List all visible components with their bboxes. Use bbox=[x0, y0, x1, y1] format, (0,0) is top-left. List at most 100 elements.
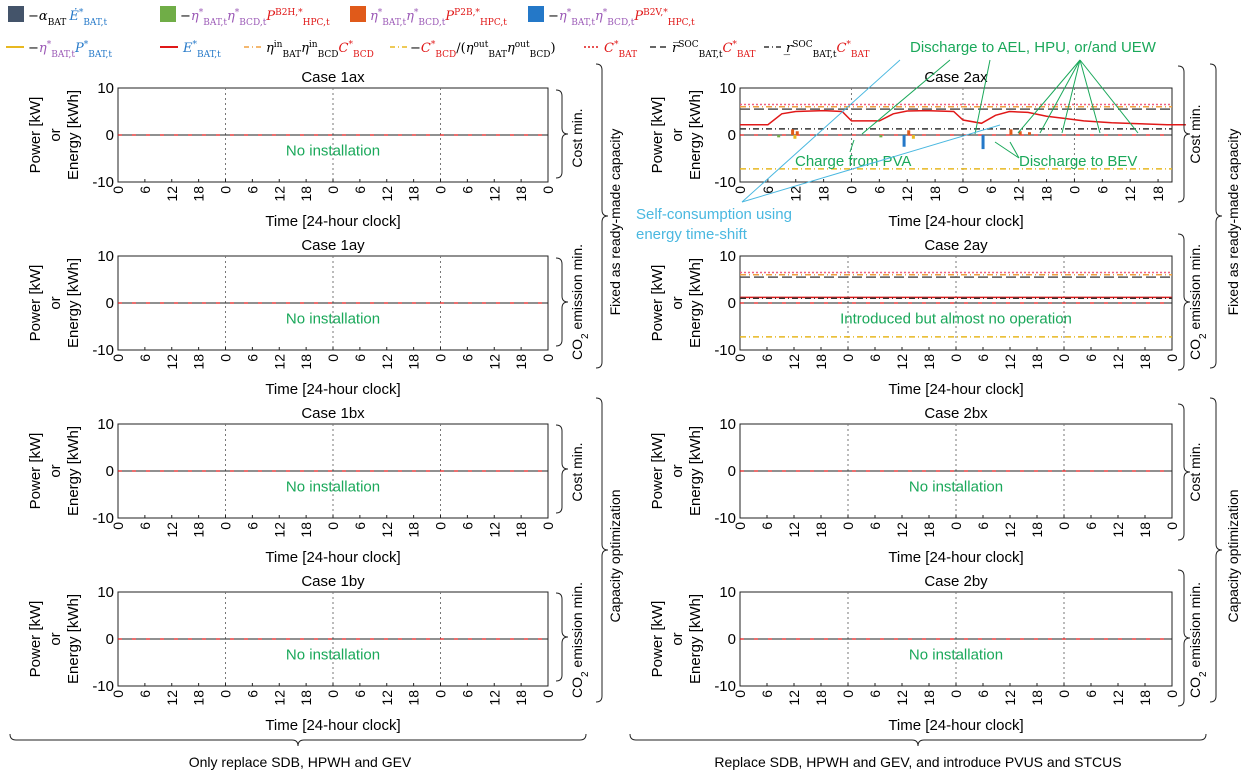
y-tick-label: 10 bbox=[97, 584, 114, 601]
legend-text: BCD,t bbox=[239, 18, 266, 28]
annotation-arrows-uew bbox=[861, 59, 1139, 135]
x-tick-label: 18 bbox=[1029, 354, 1045, 370]
y-axis-label: or bbox=[669, 464, 686, 477]
legend-text: r̲ bbox=[783, 41, 793, 56]
annotation-discharge-bev: Discharge to BEV bbox=[1019, 153, 1137, 170]
x-tick-label: 6 bbox=[244, 186, 260, 194]
legend-swatch-blue bbox=[528, 6, 544, 22]
x-tick-label: 12 bbox=[379, 522, 395, 538]
legend-text: η bbox=[39, 41, 47, 56]
x-tick-label: 0 bbox=[732, 690, 748, 698]
legend-text: − bbox=[28, 9, 39, 24]
legend-text: * bbox=[47, 40, 52, 50]
side-label-fixed-right: Fixed as ready-made capacity bbox=[1225, 129, 1241, 316]
x-tick-label: 18 bbox=[816, 186, 832, 202]
bar bbox=[777, 135, 781, 138]
x-tick-label: 18 bbox=[406, 354, 422, 370]
legend-text: η bbox=[266, 41, 274, 56]
x-tick-label: 0 bbox=[840, 690, 856, 698]
x-tick-label: 12 bbox=[1002, 354, 1018, 370]
x-tick-label: 0 bbox=[325, 690, 341, 698]
x-tick-label: 12 bbox=[1110, 522, 1126, 538]
x-tick-label: 18 bbox=[813, 522, 829, 538]
x-tick-label: 0 bbox=[1056, 354, 1072, 362]
x-tick-label: 12 bbox=[786, 522, 802, 538]
x-axis-label: Time [24-hour clock] bbox=[888, 717, 1023, 734]
x-tick-label: 6 bbox=[1083, 690, 1099, 698]
bar bbox=[981, 135, 985, 150]
legend-text: BCD bbox=[353, 50, 374, 60]
x-tick-label: 0 bbox=[325, 522, 341, 530]
x-tick-label: 6 bbox=[975, 690, 991, 698]
x-tick-label: 12 bbox=[899, 186, 915, 202]
y-tick-label: -10 bbox=[92, 678, 114, 695]
x-tick-label: 0 bbox=[540, 690, 556, 698]
y-axis-label: Power [kW] bbox=[27, 433, 44, 510]
legend-text: BAT,t bbox=[571, 18, 595, 28]
legend-text: * bbox=[79, 8, 84, 18]
x-axis-label: Time [24-hour clock] bbox=[265, 213, 400, 230]
x-tick-label: 12 bbox=[271, 522, 287, 538]
x-tick-label: 18 bbox=[813, 690, 829, 706]
x-tick-label: 0 bbox=[110, 354, 126, 362]
legend-entry-blue: −η*BAT,tη*BCD,tPB2V,*HPC,t bbox=[528, 6, 695, 28]
x-tick-label: 18 bbox=[1039, 186, 1055, 202]
x-axis-label: Time [24-hour clock] bbox=[888, 213, 1023, 230]
annotation-charge-pva: Charge from PVA bbox=[795, 153, 911, 170]
x-tick-label: 18 bbox=[298, 690, 314, 706]
svg-text:r̅SOCBAT,tC*BAT: r̅SOCBAT,tC*BAT bbox=[672, 40, 756, 60]
legend-text: HPC,t bbox=[480, 18, 507, 28]
legend-text: η bbox=[507, 41, 515, 56]
x-tick-label: 6 bbox=[352, 354, 368, 362]
legend-text: BCD,t bbox=[418, 18, 445, 28]
legend-text: ) bbox=[551, 41, 556, 56]
y-axis-label: or bbox=[47, 296, 64, 309]
x-tick-label: 18 bbox=[513, 690, 529, 706]
x-tick-label: 18 bbox=[1029, 690, 1045, 706]
x-tick-label: 0 bbox=[433, 522, 449, 530]
y-axis-label: Power [kW] bbox=[649, 265, 666, 342]
legend-text: P bbox=[444, 9, 454, 24]
brace bbox=[595, 397, 609, 703]
side-label-co2-2b: CO2 emission min. bbox=[1187, 582, 1209, 698]
x-tick-label: 18 bbox=[921, 354, 937, 370]
legend-text: η bbox=[406, 9, 414, 24]
x-tick-label: 6 bbox=[137, 186, 153, 194]
side-labels-left: Cost min. CO2 emission min. Fixed as rea… bbox=[555, 63, 623, 703]
x-tick-label: 0 bbox=[1164, 522, 1180, 530]
brace bbox=[1177, 65, 1191, 203]
legend-text: η bbox=[370, 9, 378, 24]
x-tick-label: 6 bbox=[760, 186, 776, 194]
side-label-cost-1a: Cost min. bbox=[569, 108, 585, 167]
x-tick-label: 18 bbox=[298, 522, 314, 538]
x-tick-label: 6 bbox=[244, 522, 260, 530]
y-tick-label: 10 bbox=[97, 416, 114, 433]
x-tick-label: 6 bbox=[871, 186, 887, 194]
y-tick-label: -10 bbox=[92, 342, 114, 359]
y-axis-label: Energy [kWh] bbox=[687, 258, 704, 348]
legend-text: η bbox=[227, 9, 235, 24]
x-tick-label: 18 bbox=[406, 522, 422, 538]
legend-text: * bbox=[235, 8, 240, 18]
x-tick-label: 0 bbox=[732, 186, 748, 194]
x-tick-label: 18 bbox=[513, 186, 529, 202]
x-tick-label: 12 bbox=[486, 186, 502, 202]
x-tick-label: 18 bbox=[921, 522, 937, 538]
brace bbox=[555, 592, 569, 682]
y-axis-label: Power [kW] bbox=[27, 265, 44, 342]
y-axis-label: or bbox=[669, 632, 686, 645]
x-tick-label: 0 bbox=[540, 522, 556, 530]
x-tick-label: 12 bbox=[164, 690, 180, 706]
legend-text: BAT,t bbox=[699, 50, 723, 60]
legend-text: η bbox=[466, 41, 474, 56]
annotations: Discharge to AEL, HPU, or/and UEW Charge… bbox=[636, 39, 1157, 243]
brace bbox=[555, 257, 569, 347]
legend-text: E bbox=[182, 41, 193, 56]
side-labels-right: Cost min. CO2 emission min. Fixed as rea… bbox=[1177, 63, 1241, 707]
panel-note: No installation bbox=[909, 647, 1003, 664]
panel-note: Introduced but almost no operation bbox=[840, 311, 1072, 328]
